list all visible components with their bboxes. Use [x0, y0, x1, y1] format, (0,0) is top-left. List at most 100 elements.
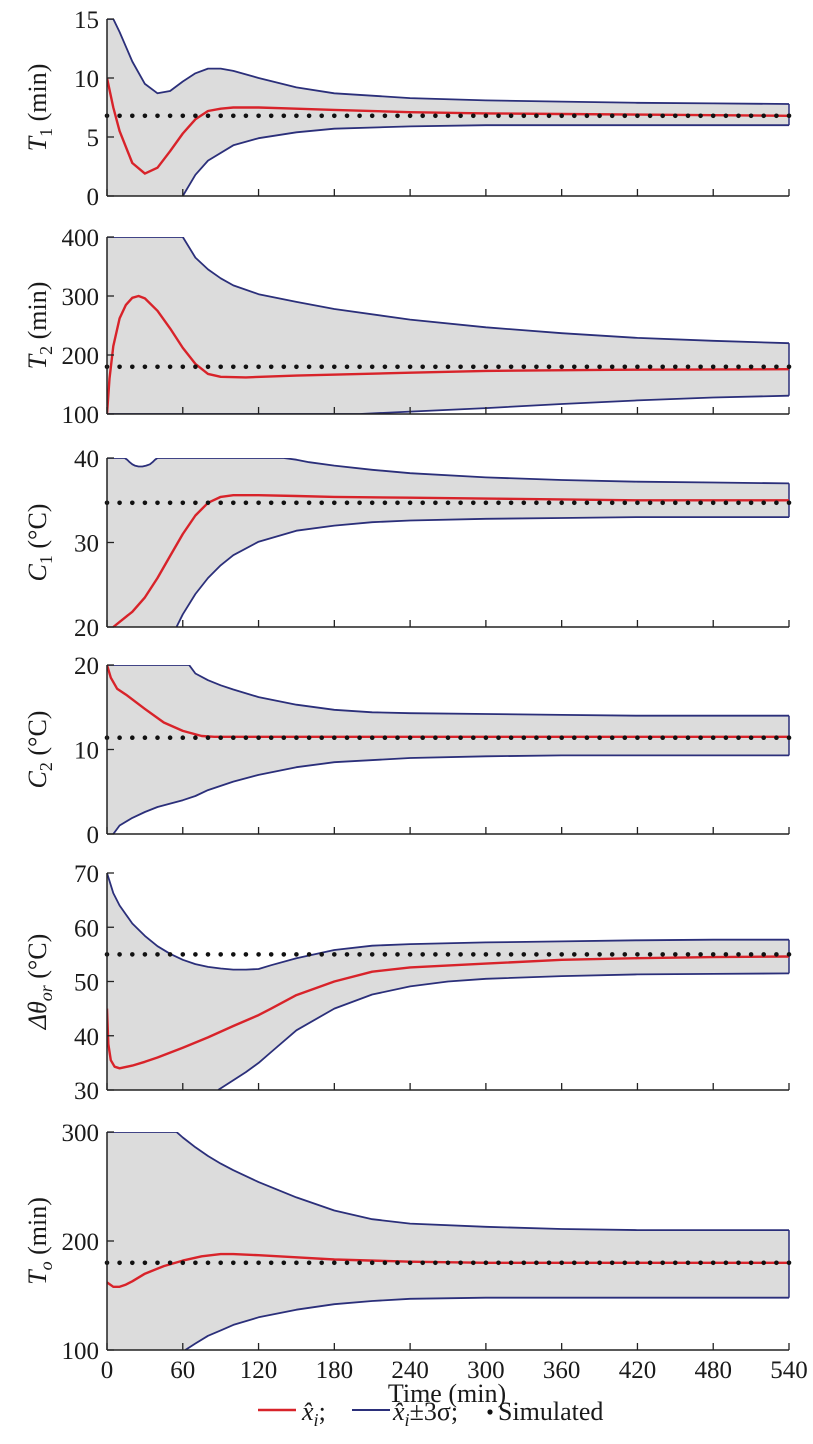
simulated-point: [698, 364, 703, 370]
simulated-point: [420, 113, 426, 119]
legend-estimate-sub: i: [314, 1410, 319, 1430]
simulated-point: [332, 1260, 337, 1266]
simulated-point: [534, 735, 539, 740]
simulated-point: [130, 952, 135, 957]
simulated-point: [395, 735, 400, 740]
simulated-point: [117, 1260, 122, 1266]
simulated-point: [193, 1260, 198, 1266]
legend-simulated-dot: [487, 1409, 493, 1415]
simulated-point: [344, 364, 350, 370]
simulated-point: [445, 952, 451, 957]
simulated-point: [736, 364, 741, 370]
y-tick-label: 200: [62, 343, 100, 370]
simulated-point: [268, 952, 274, 957]
simulated-point: [344, 952, 350, 957]
simulated-point: [622, 113, 628, 119]
y-tick-label: 10: [74, 738, 99, 765]
simulated-point: [433, 364, 438, 370]
simulated-point: [698, 952, 703, 957]
simulated-point: [231, 500, 236, 506]
simulated-point: [748, 500, 754, 506]
simulated-point: [458, 952, 463, 957]
simulated-point: [546, 1260, 552, 1266]
simulated-point: [635, 735, 640, 740]
simulated-point: [647, 1260, 653, 1266]
simulated-point: [231, 735, 236, 740]
legend-simulated-label: Simulated: [498, 1397, 603, 1426]
simulated-point: [736, 952, 741, 957]
simulated-point: [622, 364, 628, 370]
simulated-point: [167, 364, 173, 370]
simulated-point: [685, 113, 691, 119]
simulated-point: [622, 1260, 628, 1266]
simulated-point: [445, 113, 451, 119]
simulated-point: [597, 952, 602, 957]
simulated-point: [433, 113, 438, 119]
simulated-point: [180, 500, 186, 506]
simulated-point: [445, 500, 451, 506]
lower-bound-line: [107, 394, 789, 414]
simulated-point: [508, 1260, 514, 1266]
panel-2: 100 200 300 400 T2 (min): [23, 225, 792, 429]
simulated-point: [673, 735, 678, 740]
simulated-point: [268, 113, 274, 119]
simulated-point: [218, 364, 223, 370]
simulated-point: [572, 952, 577, 957]
simulated-point: [559, 364, 564, 370]
simulated-point: [534, 113, 539, 119]
simulated-point: [786, 735, 792, 740]
confidence-band-fill: [107, 665, 789, 834]
simulated-point: [294, 113, 299, 119]
y-tick-label: 0: [87, 184, 100, 211]
simulated-point: [319, 735, 325, 740]
simulated-point: [243, 952, 249, 957]
simulated-point: [407, 952, 413, 957]
legend-estimate-suffix: ;: [319, 1397, 326, 1426]
simulated-point: [508, 364, 514, 370]
simulated-point: [597, 1260, 602, 1266]
simulated-point: [319, 500, 325, 506]
upper-bound-line: [107, 237, 789, 345]
simulated-point: [130, 113, 135, 119]
simulated-point: [698, 500, 703, 506]
simulated-point: [256, 113, 261, 119]
simulated-point: [572, 735, 577, 740]
simulated-point: [306, 500, 312, 506]
simulated-point: [786, 952, 792, 957]
simulated-point: [723, 735, 729, 740]
simulated-point: [635, 364, 640, 370]
simulated-point: [597, 500, 602, 506]
simulated-point: [142, 952, 148, 957]
simulated-point: [748, 952, 754, 957]
y-tick-label: 200: [62, 1229, 100, 1256]
simulated-point: [130, 364, 135, 370]
estimate-line: [107, 294, 789, 414]
simulated-point: [281, 1260, 287, 1266]
simulated-point: [660, 952, 665, 957]
simulated-point: [534, 500, 539, 506]
x-tick-label: 480: [694, 1357, 732, 1384]
simulated-point: [205, 364, 211, 370]
simulated-point: [117, 735, 122, 740]
x-tick-label: 540: [770, 1357, 808, 1384]
simulated-point: [597, 735, 602, 740]
simulated-point: [660, 735, 665, 740]
simulated-point: [268, 500, 274, 506]
simulated-point: [748, 735, 754, 740]
simulated-point: [395, 113, 400, 119]
y-axis-label: T1 (min): [23, 64, 56, 152]
simulated-point: [609, 113, 615, 119]
simulated-point: [597, 113, 602, 119]
simulated-point: [736, 500, 741, 506]
simulated-point: [483, 364, 489, 370]
confidence-band-fill: [107, 458, 789, 627]
simulated-point: [205, 952, 211, 957]
simulated-point: [622, 500, 628, 506]
simulated-point: [559, 500, 564, 506]
simulated-point: [471, 952, 476, 957]
simulated-point: [534, 1260, 539, 1266]
simulated-point: [483, 500, 489, 506]
simulated-point: [521, 952, 527, 957]
